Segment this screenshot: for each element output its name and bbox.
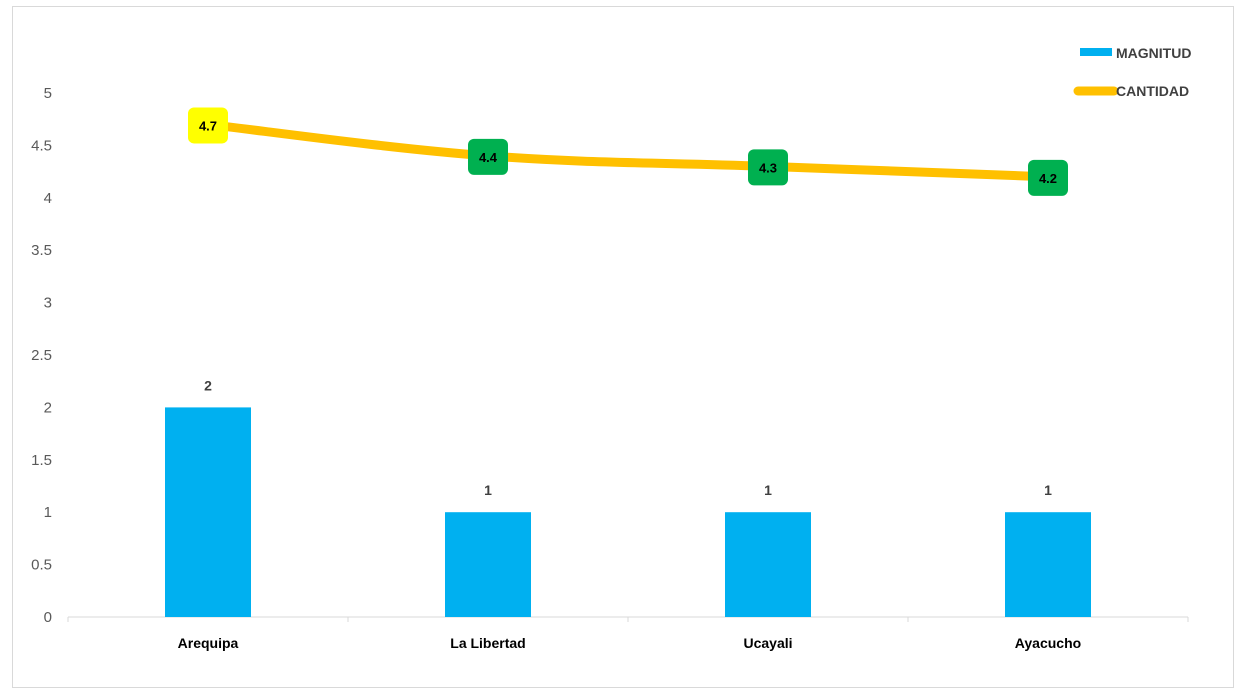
y-tick-label: 1.5 — [31, 452, 52, 469]
x-category-label: Arequipa — [178, 635, 239, 651]
bar-magnitud — [165, 407, 251, 617]
x-category-label: La Libertad — [450, 635, 525, 651]
y-tick-label: 2.5 — [31, 347, 52, 364]
bar-data-label: 1 — [764, 482, 772, 498]
bar-data-label: 2 — [204, 377, 212, 393]
line-data-label: 4.2 — [1039, 171, 1057, 186]
y-tick-label: 3 — [44, 295, 52, 312]
line-data-label-badge — [468, 138, 508, 175]
bar-magnitud — [1005, 512, 1091, 617]
bar-magnitud — [725, 512, 811, 617]
bar-magnitud — [445, 512, 531, 617]
line-data-label: 4.7 — [199, 118, 217, 133]
x-category-label: Ayacucho — [1015, 635, 1081, 651]
line-cantidad — [203, 119, 1053, 182]
y-tick-label: 0.5 — [31, 557, 52, 574]
y-tick-label: 1 — [44, 504, 52, 521]
legend-label-cantidad: CANTIDAD — [1116, 83, 1189, 99]
bar-data-label: 1 — [1044, 482, 1052, 498]
bar-data-label: 1 — [484, 482, 492, 498]
y-tick-label: 2 — [44, 399, 52, 416]
line-data-label-badge — [1028, 159, 1068, 196]
x-category-label: Ucayali — [743, 635, 792, 651]
legend-label-magnitud: MAGNITUD — [1116, 45, 1191, 61]
y-tick-label: 0 — [44, 609, 52, 626]
legend-swatch-magnitud — [1080, 48, 1112, 56]
line-data-label-badge — [748, 149, 788, 186]
y-tick-label: 3.5 — [31, 242, 52, 259]
line-data-label-badge — [188, 107, 228, 144]
line-data-label: 4.3 — [759, 160, 777, 175]
line-data-label: 4.4 — [479, 150, 498, 165]
y-tick-label: 4 — [44, 190, 52, 207]
y-tick-label: 5 — [44, 85, 52, 102]
y-tick-label: 4.5 — [31, 137, 52, 154]
